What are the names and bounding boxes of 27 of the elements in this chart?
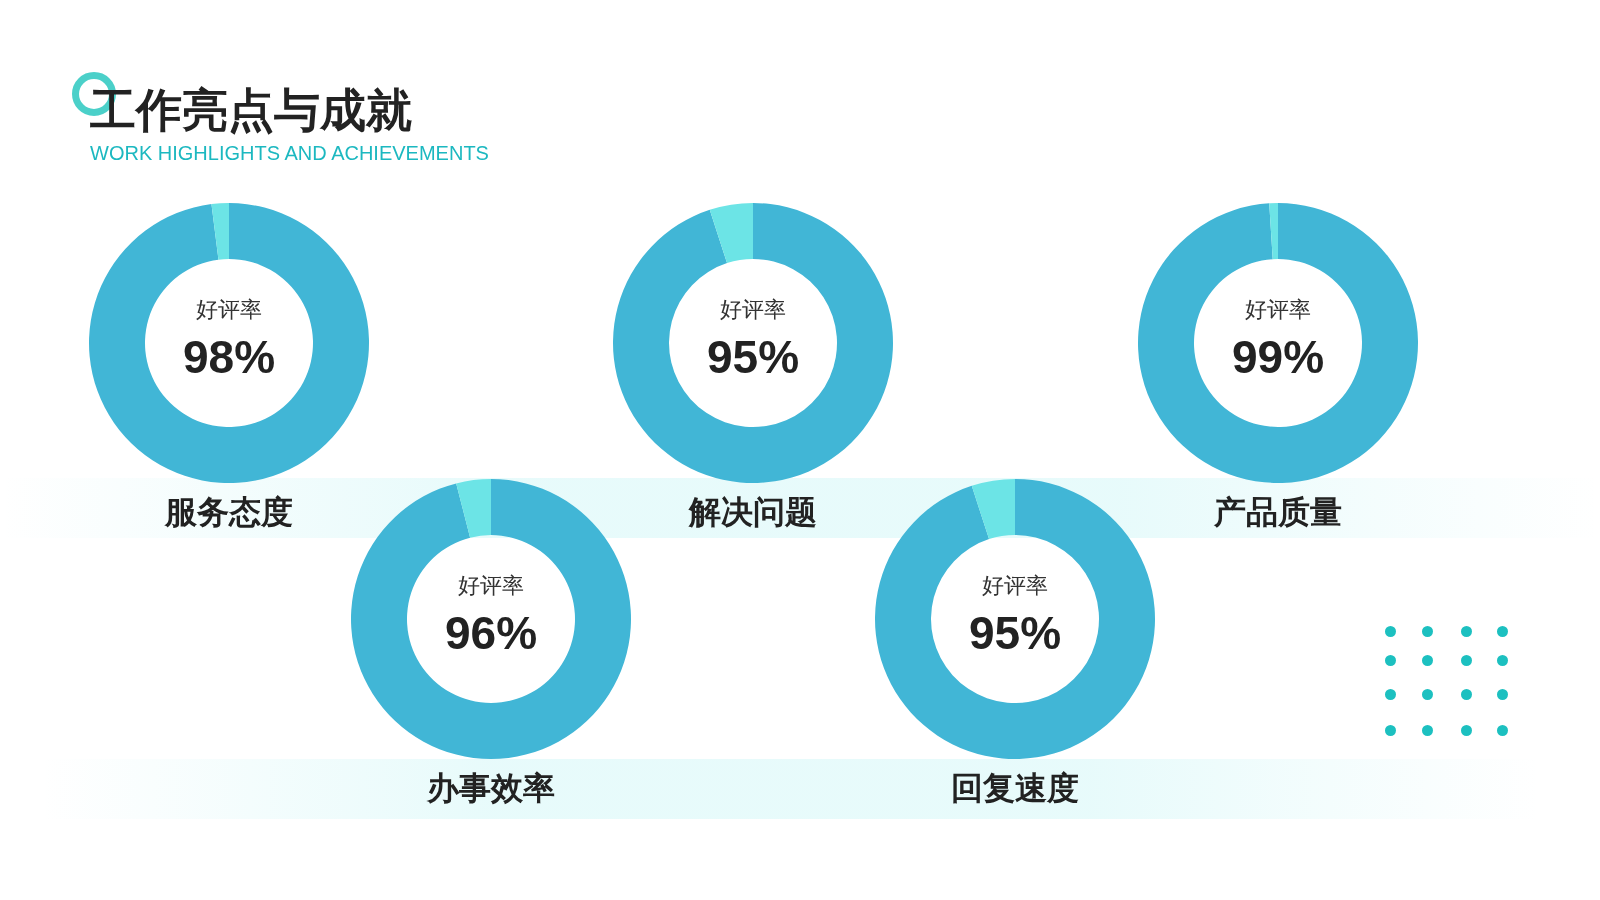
data-label: 99% (1232, 331, 1325, 383)
text: 办事效率 (426, 768, 556, 809)
text: 好评率 (720, 297, 786, 322)
text: WORK HIGHLIGHTS AND ACHIEVEMENTS (90, 142, 489, 165)
data-label: 96% (445, 607, 538, 659)
donut-slice (351, 479, 631, 759)
donut-slice (1269, 203, 1278, 260)
text: 好评率 (196, 297, 262, 322)
text: 服务态度 (163, 492, 294, 533)
data-label: 98% (183, 331, 276, 383)
data-label: 95% (707, 331, 800, 383)
donut-slice (709, 203, 753, 264)
donut-slice (971, 479, 1015, 540)
donut-slice (456, 479, 491, 538)
text: 好评率 (982, 573, 1048, 598)
donut-slice (211, 203, 229, 260)
text: 好评率 (458, 573, 524, 598)
text: 回复速度 (950, 768, 1080, 809)
donut-slice (1138, 203, 1418, 483)
donut-slice (875, 479, 1155, 759)
donut-slice (89, 203, 369, 483)
text: 解决问题 (687, 492, 818, 533)
text: 好评率 (1245, 297, 1311, 322)
donut-slice (613, 203, 893, 483)
data-label: 95% (969, 607, 1062, 659)
text: 工作亮点与成就 (90, 82, 412, 139)
text: 产品质量 (1213, 492, 1343, 533)
